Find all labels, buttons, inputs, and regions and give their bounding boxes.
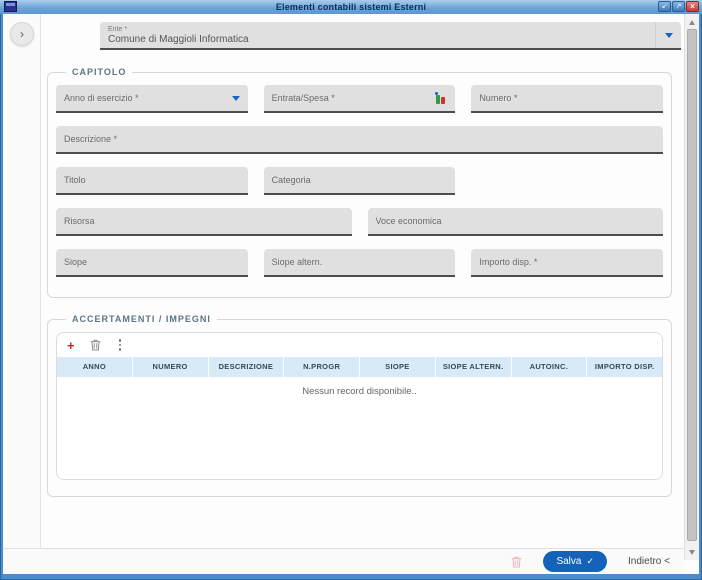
importo-disp-label: Importo disp. * bbox=[479, 257, 538, 267]
footer-bar: Salva ✓ Indietro < bbox=[3, 548, 684, 574]
column-header-anno[interactable]: ANNO bbox=[57, 357, 133, 377]
voce-economica-label: Voce economica bbox=[375, 216, 442, 226]
form-area: Ente * Comune di Maggioli Informatica CA… bbox=[41, 14, 685, 548]
risorsa-field[interactable]: Risorsa bbox=[56, 208, 352, 236]
ente-label: Ente * bbox=[108, 26, 128, 33]
vertical-scrollbar[interactable] bbox=[684, 14, 699, 560]
importo-disp-field[interactable]: Importo disp. * bbox=[471, 249, 663, 277]
entrata-spesa-label: Entrata/Spesa * bbox=[271, 93, 335, 103]
siope-altern-field[interactable]: Siope altern. bbox=[263, 249, 456, 277]
categoria-label: Categoria bbox=[271, 175, 311, 185]
risorsa-label: Risorsa bbox=[64, 216, 95, 226]
column-header-siope[interactable]: SIOPE bbox=[360, 357, 436, 377]
app-icon bbox=[4, 1, 17, 12]
grid-toolbar: + bbox=[57, 333, 662, 357]
column-header-autoinc[interactable]: AUTOINC. bbox=[512, 357, 588, 377]
save-button-label: Salva bbox=[556, 556, 582, 567]
scroll-down-button[interactable] bbox=[685, 545, 699, 559]
ente-dropdown-button[interactable] bbox=[655, 22, 681, 48]
add-row-icon[interactable]: + bbox=[67, 337, 75, 353]
anno-esercizio-field[interactable]: Anno di esercizio * bbox=[56, 85, 248, 113]
anno-esercizio-label: Anno di esercizio * bbox=[64, 93, 139, 103]
delete-disabled-icon bbox=[511, 556, 522, 568]
entrata-spesa-chart-icon[interactable] bbox=[433, 91, 447, 105]
descrizione-field[interactable]: Descrizione * bbox=[56, 126, 663, 154]
window-controls: ↙ ↗ × bbox=[658, 1, 699, 12]
capitolo-fieldset: CAPITOLO Anno di esercizio * Entrata/Spe… bbox=[47, 67, 672, 298]
grid-empty-message: Nessun record disponibile.. bbox=[302, 386, 417, 397]
column-header-numero[interactable]: NUMERO bbox=[133, 357, 209, 377]
accertamenti-fieldset: ACCERTAMENTI / IMPEGNI + ANNO NUMERO DES… bbox=[47, 314, 672, 497]
accertamenti-grid: + ANNO NUMERO DESCRIZIONE N.PROGR SIOPE … bbox=[56, 332, 663, 480]
save-button[interactable]: Salva ✓ bbox=[543, 551, 608, 572]
siope-label: Siope bbox=[64, 257, 88, 267]
scroll-up-icon bbox=[689, 19, 695, 25]
collapsed-side-panel: › bbox=[3, 14, 41, 548]
numero-field[interactable]: Numero * bbox=[471, 85, 663, 113]
column-header-importo-disp[interactable]: IMPORTO DISP. bbox=[594, 362, 655, 371]
close-icon[interactable]: × bbox=[686, 1, 699, 12]
window-titlebar[interactable]: Elementi contabili sistemi Esterni ↙ ↗ × bbox=[0, 0, 702, 14]
chevron-right-icon: › bbox=[20, 27, 24, 41]
descrizione-label: Descrizione * bbox=[64, 134, 118, 144]
delete-row-icon[interactable] bbox=[90, 339, 101, 351]
back-link[interactable]: Indietro < bbox=[628, 556, 670, 567]
column-header-siope-altern[interactable]: SIOPE ALTERN. bbox=[436, 357, 512, 377]
more-options-icon[interactable] bbox=[116, 338, 125, 352]
restore-down-icon[interactable]: ↙ bbox=[658, 1, 671, 12]
window-content: › Ente * Comune di Maggioli Informatica … bbox=[3, 14, 699, 574]
voce-economica-field[interactable]: Voce economica bbox=[367, 208, 663, 236]
siope-altern-label: Siope altern. bbox=[271, 257, 323, 267]
chevron-down-icon bbox=[664, 32, 673, 38]
categoria-field[interactable]: Categoria bbox=[263, 167, 456, 195]
capitolo-legend: CAPITOLO bbox=[72, 67, 127, 77]
entrata-spesa-field[interactable]: Entrata/Spesa * bbox=[263, 85, 456, 113]
ente-combobox[interactable]: Ente * Comune di Maggioli Informatica bbox=[100, 22, 681, 50]
ente-value: Comune di Maggioli Informatica bbox=[108, 34, 249, 45]
accertamenti-legend: ACCERTAMENTI / IMPEGNI bbox=[72, 314, 211, 324]
titolo-field[interactable]: Titolo bbox=[56, 167, 248, 195]
scrollbar-thumb[interactable] bbox=[687, 29, 697, 541]
siope-field[interactable]: Siope bbox=[56, 249, 248, 277]
chevron-down-icon[interactable] bbox=[231, 95, 240, 101]
ente-text: Ente * Comune di Maggioli Informatica bbox=[100, 22, 655, 48]
scroll-up-button[interactable] bbox=[685, 15, 699, 29]
grid-body: Nessun record disponibile.. bbox=[57, 377, 662, 479]
column-header-nprogr[interactable]: N.PROGR bbox=[284, 357, 360, 377]
column-header-descrizione[interactable]: DESCRIZIONE bbox=[209, 357, 285, 377]
expand-panel-button[interactable]: › bbox=[10, 22, 34, 46]
scroll-down-icon bbox=[689, 549, 695, 555]
grid-header-row: ANNO NUMERO DESCRIZIONE N.PROGR SIOPE SI… bbox=[57, 357, 662, 377]
window-title: Elementi contabili sistemi Esterni bbox=[275, 2, 427, 12]
check-icon: ✓ bbox=[586, 556, 595, 566]
titolo-label: Titolo bbox=[64, 175, 86, 185]
maximize-icon[interactable]: ↗ bbox=[672, 1, 685, 12]
numero-label: Numero * bbox=[479, 93, 518, 103]
